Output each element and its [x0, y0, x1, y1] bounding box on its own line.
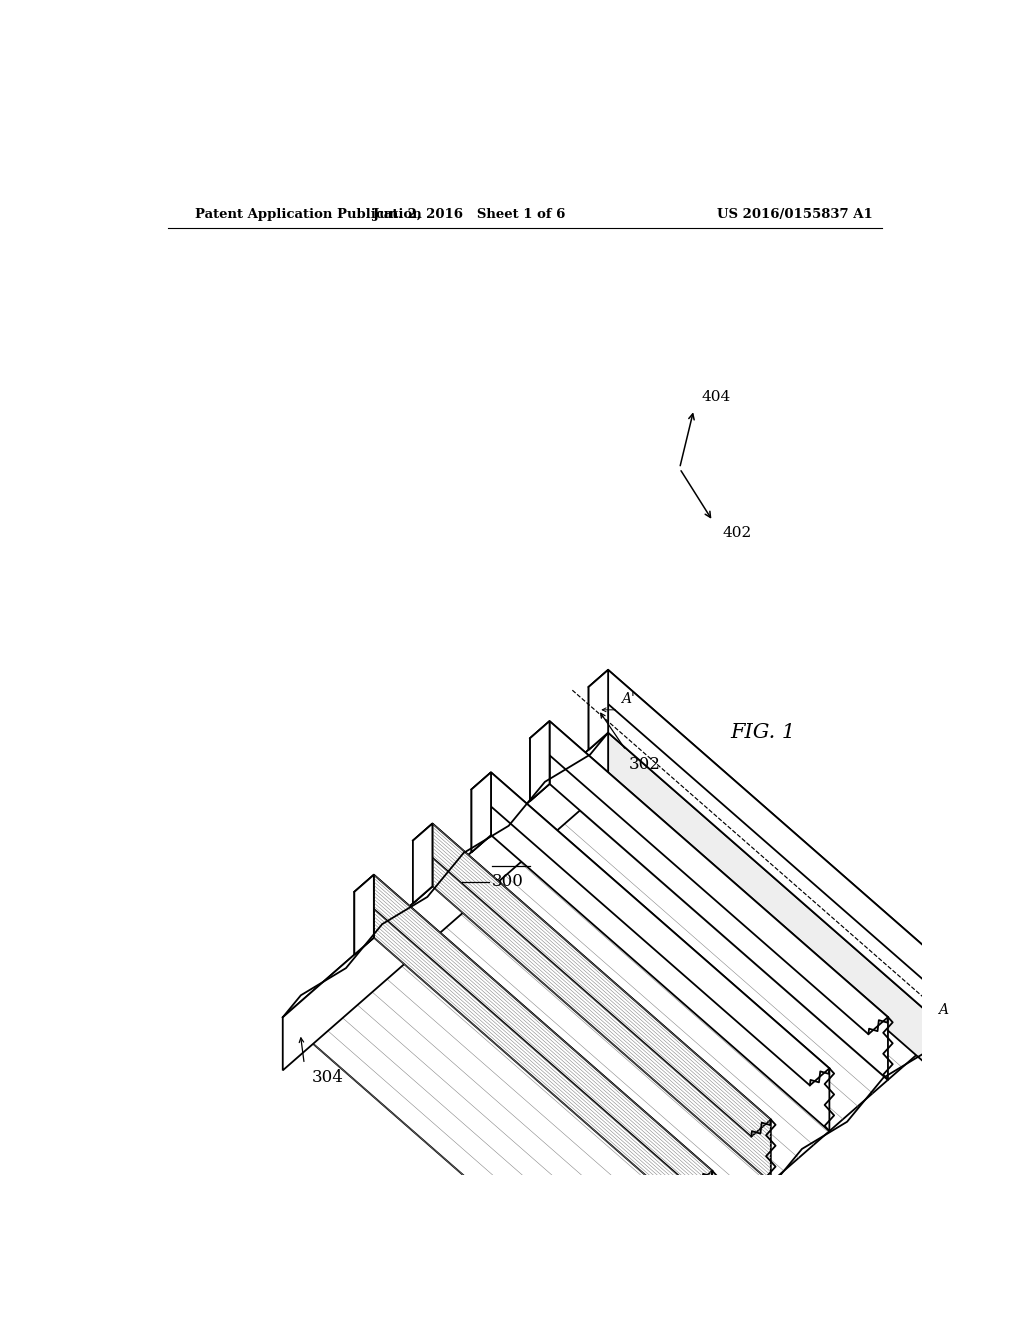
Text: 404: 404 — [701, 391, 731, 404]
Polygon shape — [413, 824, 432, 903]
Polygon shape — [589, 671, 946, 983]
Text: Patent Application Publication: Patent Application Publication — [196, 207, 422, 220]
Polygon shape — [413, 824, 771, 1137]
Text: FIG. 1: FIG. 1 — [730, 723, 796, 742]
Text: 302: 302 — [629, 755, 660, 772]
Text: A': A' — [621, 692, 635, 706]
Polygon shape — [530, 721, 550, 801]
Text: 304: 304 — [312, 1069, 344, 1086]
Polygon shape — [413, 824, 432, 903]
Polygon shape — [283, 733, 608, 1071]
Polygon shape — [471, 772, 829, 1085]
Polygon shape — [589, 671, 608, 750]
Polygon shape — [354, 875, 374, 954]
Polygon shape — [354, 875, 374, 954]
Polygon shape — [471, 772, 490, 853]
Text: A: A — [938, 1003, 948, 1016]
Text: Jun. 2, 2016   Sheet 1 of 6: Jun. 2, 2016 Sheet 1 of 6 — [373, 207, 565, 220]
Polygon shape — [283, 733, 946, 1313]
Polygon shape — [530, 721, 550, 801]
Polygon shape — [608, 733, 946, 1082]
Polygon shape — [354, 875, 713, 1188]
Polygon shape — [530, 721, 888, 1034]
Polygon shape — [471, 772, 490, 853]
Text: 300: 300 — [492, 874, 523, 891]
Polygon shape — [432, 824, 771, 1183]
Polygon shape — [374, 875, 713, 1234]
Polygon shape — [490, 772, 829, 1131]
Text: US 2016/0155837 A1: US 2016/0155837 A1 — [717, 207, 872, 220]
Polygon shape — [608, 671, 946, 1028]
Polygon shape — [550, 721, 888, 1080]
Text: 402: 402 — [722, 527, 752, 540]
Polygon shape — [589, 671, 608, 750]
